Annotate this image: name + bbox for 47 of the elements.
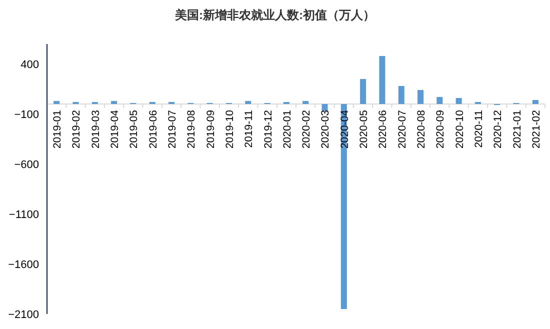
bar (418, 90, 424, 104)
x-tick-label: 2019-11 (243, 110, 256, 148)
x-tick-label: 2020-04 (338, 110, 351, 149)
x-tick-label: 2020-05 (358, 110, 370, 149)
bar (245, 101, 252, 104)
y-tick-label: −100 (14, 109, 39, 121)
x-tick-label: 2020-10 (454, 110, 466, 149)
bar (302, 101, 309, 104)
chart-title: 美国:新增非农就业人数:初值（万人） (174, 8, 375, 22)
x-tick-label: 2019-09 (204, 110, 217, 149)
bar (111, 101, 118, 104)
bar (436, 97, 443, 104)
x-tick-label: 2019-10 (224, 110, 236, 149)
y-tick-label: −1600 (8, 259, 39, 271)
x-tick-label: 2019-02 (70, 110, 83, 149)
x-tick-label: 2020-03 (320, 110, 332, 149)
y-tick-label: −2100 (8, 309, 39, 321)
bar (532, 100, 538, 104)
x-tick-label: 2020-07 (396, 110, 408, 149)
x-tick-label: 2019-08 (186, 110, 198, 149)
x-tick-label: 2019-05 (128, 110, 140, 149)
x-tick-label: 2020-11 (472, 110, 485, 148)
x-tick-label: 2019-03 (90, 110, 102, 149)
x-tick-label: 2021-02 (530, 110, 542, 149)
x-tick-label: 2020-01 (281, 110, 294, 149)
bar (379, 56, 386, 104)
x-tick-label: 2019-06 (147, 110, 160, 149)
x-tick-label: 2019-01 (52, 110, 64, 149)
y-tick-label: −1100 (8, 209, 39, 221)
x-tick-label: 2020-02 (300, 110, 313, 149)
x-tick-label: 2020-06 (377, 110, 390, 149)
bar (398, 86, 404, 104)
y-tick-label: 400 (20, 59, 39, 71)
bar (322, 104, 328, 111)
plot: 400 −100 −600 −1100 −1600 −2100 2019-01 2019-02 2019-03 2019-04 2019-05 2019-06 2019-07 2019-08 2019-09 2019-10 2019-11 2019-12 2020-01 2020-02 2020-03 2020-04 2020-05 2020-06 2020-07 2020-08 2020-09 2020-10 2020-11 2020-12 2021-01 2021-02 (8, 44, 546, 321)
x-tick-label: 2019-12 (262, 110, 274, 149)
x-tick-label: 2020-12 (492, 110, 504, 149)
x-tick-label: 2020-09 (434, 110, 447, 149)
x-tick-label: 2021-01 (511, 110, 524, 149)
x-tick-label: 2019-04 (109, 110, 122, 149)
y-tick-label: −600 (14, 159, 39, 171)
bar (456, 98, 462, 104)
bar (340, 104, 347, 309)
x-tick-label: 2020-08 (416, 110, 428, 149)
bar (54, 101, 60, 104)
bar (360, 79, 366, 104)
x-tick-label: 2019-07 (166, 110, 178, 149)
